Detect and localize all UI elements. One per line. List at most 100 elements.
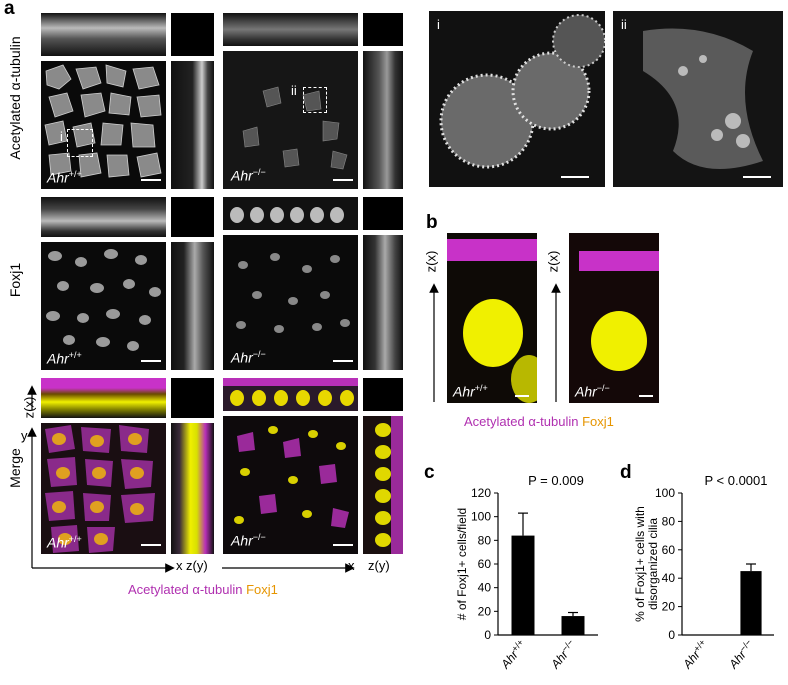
merge-ko-cells: [234, 426, 349, 528]
axis-label-zy-ko: z(y): [368, 558, 390, 573]
row-label-tubulin: Acetylated α-tubulin: [7, 36, 23, 160]
panel-b-wt-image: Ahr+/+: [446, 232, 538, 404]
scale-bar: [639, 395, 653, 397]
panel-a-letter: a: [4, 0, 15, 19]
foxj1-ko-blank: [362, 196, 404, 231]
x-tick-label: Ahr−/−: [547, 637, 580, 672]
y-tick-label: 60: [662, 543, 676, 557]
merge-ko-yz-image: [362, 415, 404, 555]
inset-i-cilia: [439, 14, 605, 169]
tubulin-ko-cells: [242, 86, 348, 170]
genotype-label-wt: Ahr+/+: [47, 534, 82, 551]
scale-bar: [333, 179, 353, 181]
panel-b-axis-zx-ko: z(x): [545, 250, 561, 273]
scale-bar: [743, 176, 771, 178]
genotype-label-wt: Ahr+/+: [453, 383, 488, 400]
inset-i-box: [67, 129, 93, 157]
merge-ko-blank: [362, 377, 404, 412]
genotype-label-ko: Ahr−/−: [231, 532, 266, 549]
scale-bar: [141, 544, 161, 546]
panel-b-letter: b: [426, 212, 438, 233]
merge-ko-xz-nuclei: [223, 378, 358, 406]
tubulin-ko-blank: [362, 12, 404, 47]
y-tick-label: 100: [471, 510, 491, 524]
zoom-label-i: i: [437, 17, 440, 32]
axis-label-zx: z(x): [21, 396, 37, 419]
scale-bar: [333, 360, 353, 362]
tubulin-wt-xy-image: i Ahr+/+: [40, 60, 167, 190]
merge-wt-xy-image: Ahr+/+: [40, 422, 167, 555]
foxj1-wt-xy-image: Ahr+/+: [40, 241, 167, 371]
foxj1-ko-xz-nuclei: [230, 207, 344, 223]
y-tick-label: 80: [662, 514, 676, 528]
y-tick-label: 40: [662, 571, 676, 585]
tubulin-wt-xz-image: [40, 12, 167, 57]
merge-ko-xz-image: [222, 377, 359, 412]
p-value-annotation: P < 0.0001: [704, 473, 767, 488]
scale-bar: [515, 395, 529, 397]
axes-arrows-b: [429, 283, 561, 402]
tubulin-ko-xz-image: [222, 12, 359, 47]
y-tick-label: 120: [471, 486, 491, 500]
panel-b-wt-signal: [447, 239, 537, 403]
genotype-label-ko: Ahr−/−: [231, 349, 266, 366]
y-axis-label: % of Foxj1+ cells withdisorganized cilia: [633, 506, 660, 622]
zoom-inset-ii-image: ii: [612, 10, 784, 188]
legend-b: Acetylated α-tubulin Foxj1: [464, 414, 614, 429]
y-tick-label: 100: [655, 486, 675, 500]
genotype-label-wt: Ahr+/+: [47, 169, 82, 186]
x-tick-label: Ahr−/−: [725, 637, 758, 672]
genotype-label-wt: Ahr+/+: [47, 350, 82, 367]
panel-d-letter: d: [620, 462, 632, 483]
y-tick-label: 40: [478, 581, 492, 595]
chart-c: P = 0.009 0 20 40 60 80 100 120# of Foxj1+ cell…: [455, 473, 598, 672]
panel-b-ko-signal: [579, 251, 659, 371]
inset-ii-box: [303, 87, 327, 113]
foxj1-ko-yz-image: [362, 234, 404, 371]
y-tick-label: 60: [478, 557, 492, 571]
bar-1: [561, 616, 585, 635]
panel-c-letter: c: [424, 462, 435, 483]
axis-label-x: x: [176, 558, 183, 573]
x-tick-label: Ahr+/+: [497, 637, 530, 672]
bar-0: [511, 535, 535, 635]
y-tick-label: 80: [478, 533, 492, 547]
bar-1: [740, 571, 762, 635]
merge-wt-xz-image: [40, 377, 167, 419]
tubulin-ko-yz-image: [362, 50, 404, 190]
merge-ko-xy-image: Ahr−/−: [222, 415, 359, 555]
merge-wt-blank: [170, 377, 215, 419]
p-value-annotation: P = 0.009: [528, 473, 584, 488]
merge-ko-yz-nuclei: [375, 416, 403, 554]
foxj1-ko-xz-image: [222, 196, 359, 231]
y-tick-label: 0: [484, 628, 491, 642]
axis-label-y: y: [21, 428, 28, 443]
genotype-label-ko: Ahr−/−: [231, 167, 266, 184]
y-tick-label: 0: [668, 628, 675, 642]
chart-d: P < 0.0001 0 20 40 60 80 100 % of Foxj1+ cells …: [633, 473, 774, 672]
foxj1-wt-blank: [170, 196, 215, 238]
row-label-foxj1: Foxj1: [7, 262, 23, 298]
axis-label-x-ko: x: [348, 558, 355, 573]
scale-bar: [561, 176, 589, 178]
legend-a: Acetylated α-tubulin Foxj1: [128, 582, 278, 597]
tubulin-wt-yz-image: [170, 60, 215, 190]
tubulin-wt-blank: [170, 12, 215, 57]
y-tick-label: 20: [662, 600, 676, 614]
y-axis-label: # of Foxj1+ cells/field: [455, 508, 469, 620]
inset-ii-label: ii: [291, 83, 297, 98]
foxj1-ko-xy-image: Ahr−/−: [222, 234, 359, 371]
x-tick-label: Ahr+/+: [679, 637, 712, 672]
tubulin-ko-xy-image: ii Ahr−/−: [222, 50, 359, 190]
scale-bar: [141, 360, 161, 362]
inset-i-label: i: [60, 129, 63, 144]
foxj1-ko-nuclei: [236, 253, 350, 333]
zoom-inset-i-image: i: [428, 10, 606, 188]
axes-arrows-a: [27, 385, 355, 573]
merge-wt-yz-image: [170, 422, 215, 555]
foxj1-wt-yz-image: [170, 241, 215, 371]
scale-bar: [141, 179, 161, 181]
inset-ii-cilia: [643, 28, 763, 169]
zoom-label-ii: ii: [621, 17, 627, 32]
panel-b-ko-image: Ahr−/−: [568, 232, 660, 404]
